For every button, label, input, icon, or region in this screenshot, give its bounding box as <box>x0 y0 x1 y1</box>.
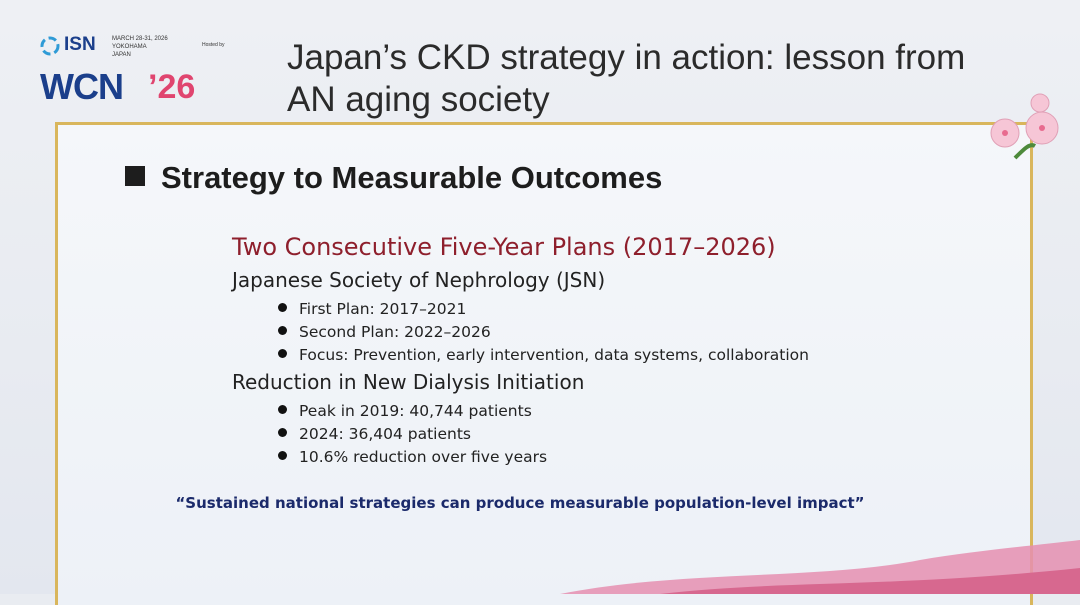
logo-org: ISN <box>64 34 96 55</box>
logo-brand: WCN <box>40 66 124 107</box>
decor-blossoms <box>990 93 1059 160</box>
decor-wave <box>560 540 1080 594</box>
bullet-item: Focus: Prevention, early intervention, d… <box>278 346 809 364</box>
section-heading: Strategy to Measurable Outcomes <box>125 160 662 196</box>
group-title: Reduction in New Dialysis Initiation <box>232 370 585 394</box>
slide-title: Japan’s CKD strategy in action: lesson f… <box>287 38 966 77</box>
heading-square <box>125 166 145 186</box>
bullet-item: First Plan: 2017–2021 <box>278 300 466 318</box>
heading-text: Strategy to Measurable Outcomes <box>161 160 663 195</box>
logo-dates: MARCH 28-31, 2026 <box>112 36 168 42</box>
bullet-item: Second Plan: 2022–2026 <box>278 323 491 341</box>
group-title: Japanese Society of Nephrology (JSN) <box>232 268 606 292</box>
logo-icon <box>40 36 60 56</box>
quote: “Sustained national strategies can produ… <box>175 494 865 512</box>
logo-hosted-by: Hosted by <box>202 42 225 48</box>
slide-title: AN aging society <box>287 80 550 119</box>
logo-city: YOKOHAMA <box>112 44 147 50</box>
bullet-item: 10.6% reduction over five years <box>278 448 547 466</box>
bullet-item: Peak in 2019: 40,744 patients <box>278 402 532 420</box>
logo-year: ’26 <box>148 68 196 106</box>
bullet-item: 2024: 36,404 patients <box>278 425 471 443</box>
subheading: Two Consecutive Five-Year Plans (2017–20… <box>232 233 776 261</box>
logo-country: JAPAN <box>112 52 131 58</box>
